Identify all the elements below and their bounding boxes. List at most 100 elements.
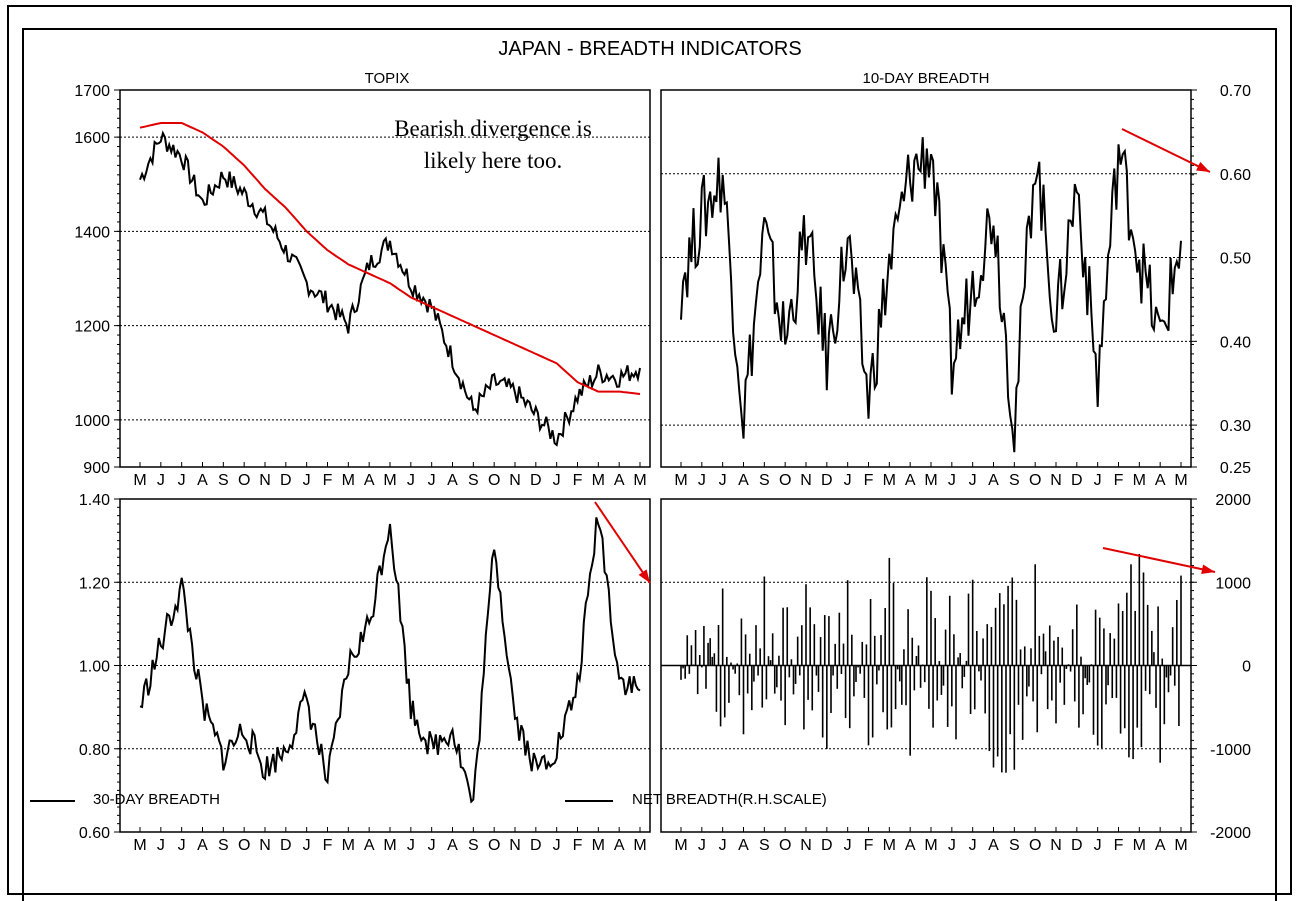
chart-inner-frame <box>22 28 1277 901</box>
breadth30-month-label: J <box>178 837 186 854</box>
topix-month-label: M <box>342 472 355 489</box>
breadth30-month-label: F <box>573 837 583 854</box>
topix-month-label: A <box>447 472 458 489</box>
netbreadth-month-label: A <box>905 837 916 854</box>
breadth10-month-label: F <box>864 472 874 489</box>
topix-month-label: N <box>259 472 271 489</box>
topix-month-label: M <box>633 472 646 489</box>
netbreadth-ytick-label: -2000 <box>1210 825 1251 842</box>
breadth30-month-label: J <box>303 837 311 854</box>
breadth30-ytick-label: 1.40 <box>79 492 110 509</box>
breadth10-ytick-label: 0.30 <box>1220 418 1251 435</box>
breadth10-month-label: J <box>719 472 727 489</box>
breadth10-month-label: A <box>738 472 749 489</box>
breadth30-month-label: M <box>133 837 146 854</box>
breadth30-ytick-label: 1.20 <box>79 575 110 592</box>
breadth30-month-label: M <box>383 837 396 854</box>
netbreadth-month-label: M <box>1133 837 1146 854</box>
topix-series-line <box>139 130 641 447</box>
chart-frame <box>7 5 1292 895</box>
breadth10-month-label: M <box>1174 472 1187 489</box>
netbreadth-month-label: J <box>969 837 977 854</box>
netbreadth-month-label: N <box>800 837 812 854</box>
breadth30-month-label: J <box>407 837 415 854</box>
topix-month-label: O <box>488 472 500 489</box>
netbreadth-month-label: A <box>1155 837 1166 854</box>
breadth10-panel: 0.250.300.400.500.600.70M J J A S O N D J F M A M J J A… <box>660 83 1251 489</box>
topix-month-label: J <box>303 472 311 489</box>
breadth10-series-line <box>680 137 1182 453</box>
breadth30-month-label: M <box>592 837 605 854</box>
breadth10-month-label: F <box>1114 472 1124 489</box>
topix-month-label: D <box>280 472 292 489</box>
arrow-net <box>1102 547 1216 573</box>
topix-ytick-label: 1700 <box>74 83 110 100</box>
netbreadth-month-label: S <box>759 837 770 854</box>
breadth30-month-label: A <box>197 837 208 854</box>
breadth10-month-label: M <box>883 472 896 489</box>
topix-ytick-label: 1400 <box>74 224 110 241</box>
netbreadth-month-label: A <box>738 837 749 854</box>
arrow-net-head <box>1201 564 1215 574</box>
breadth30-month-label: M <box>342 837 355 854</box>
breadth10-month-label: J <box>844 472 852 489</box>
breadth10-month-label: N <box>800 472 812 489</box>
netbreadth-ytick-label: 1000 <box>1215 575 1251 592</box>
breadth30-month-label: D <box>530 837 542 854</box>
annotation-line-2: likely here too. <box>424 148 563 173</box>
breadth10-month-label: J <box>948 472 956 489</box>
netbreadth-month-label: S <box>1009 837 1020 854</box>
breadth10-month-label: N <box>1050 472 1062 489</box>
breadth10-month-label: D <box>1071 472 1083 489</box>
arrow-30day <box>594 501 651 584</box>
breadth10-month-label: S <box>759 472 770 489</box>
topix-month-label: J <box>178 472 186 489</box>
breadth30-month-label: D <box>280 837 292 854</box>
breadth10-ytick-label: 0.60 <box>1220 167 1251 184</box>
netbreadth-ytick-label: 0 <box>1242 659 1251 676</box>
topix-month-label: J <box>407 472 415 489</box>
legend-label-net: NET BREADTH(R.H.SCALE) <box>632 791 827 808</box>
netbreadth-month-label: M <box>924 837 937 854</box>
topix-month-label: J <box>553 472 561 489</box>
breadth10-month-label: J <box>969 472 977 489</box>
breadth30-month-label: N <box>259 837 271 854</box>
panel-title-topix: TOPIX <box>365 70 410 87</box>
breadth30-month-label: M <box>633 837 646 854</box>
breadth10-month-label: A <box>988 472 999 489</box>
topix-month-label: J <box>157 472 165 489</box>
topix-month-label: A <box>197 472 208 489</box>
topix-ytick-label: 1200 <box>74 319 110 336</box>
breadth30-month-label: J <box>157 837 165 854</box>
netbreadth-month-label: O <box>779 837 791 854</box>
topix-month-label: J <box>428 472 436 489</box>
breadth30-ytick-label: 1.00 <box>79 659 110 676</box>
breadth10-month-label: M <box>674 472 687 489</box>
topix-month-label: N <box>509 472 521 489</box>
breadth30-ytick-label: 0.60 <box>79 825 110 842</box>
netbreadth-month-label: D <box>821 837 833 854</box>
breadth10-ytick-label: 0.70 <box>1220 83 1251 100</box>
netbreadth-month-label: M <box>1174 837 1187 854</box>
breadth10-month-label: M <box>924 472 937 489</box>
netbreadth-month-label: F <box>1114 837 1124 854</box>
arrow-10day <box>1121 128 1211 173</box>
netbreadth-ytick-label: -1000 <box>1210 742 1251 759</box>
breadth10-month-label: M <box>1133 472 1146 489</box>
topix-moving-average-line <box>139 122 641 395</box>
breadth10-ytick-label: 0.25 <box>1220 460 1251 477</box>
breadth30-month-label: A <box>614 837 625 854</box>
netbreadth-month-label: J <box>719 837 727 854</box>
netbreadth-month-label: F <box>864 837 874 854</box>
topix-month-label: M <box>133 472 146 489</box>
topix-month-label: F <box>323 472 333 489</box>
arrow-10day-head <box>1196 161 1210 172</box>
breadth10-ytick-label: 0.40 <box>1220 334 1251 351</box>
panel-title-10day: 10-DAY BREADTH <box>863 70 990 87</box>
breadth30-month-label: O <box>238 837 250 854</box>
topix-month-label: F <box>573 472 583 489</box>
breadth30-month-label: J <box>428 837 436 854</box>
